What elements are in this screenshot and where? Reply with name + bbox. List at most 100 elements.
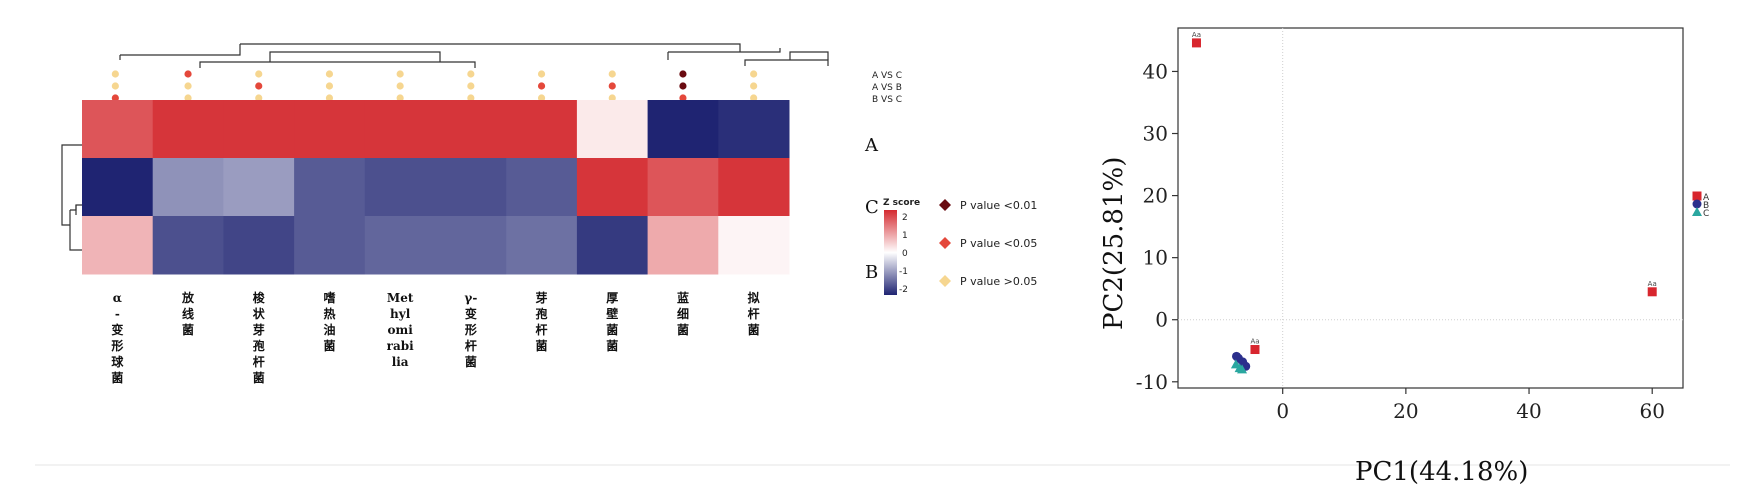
heatmap-cell [718,158,790,217]
column-label-line: 菌 [677,322,689,337]
y-tick-label: 10 [1143,246,1168,270]
scatter-legend: ABC [1692,191,1710,219]
column-label-line: 杆 [253,354,265,369]
column-label-line: 杆 [465,338,477,353]
column-label-line: 菌 [748,322,760,337]
significance-dot [396,70,404,78]
data-points: Aa Aa Aa [1191,31,1657,374]
column-label-line: Met [387,291,414,305]
significance-dot [467,94,475,102]
column-label-line: 变 [465,306,477,321]
column-label-line: 热 [323,306,335,321]
significance-dot [750,82,758,90]
comparison-label: A VS B [872,83,902,93]
y-tick-label: 40 [1143,59,1168,83]
heatmap-cell [718,216,790,275]
pvalue-lt005-icon [939,237,951,249]
pvalue-legend-label: P value <0.05 [960,237,1037,250]
significance-dot [396,94,404,102]
column-label: 蓝细菌 [677,290,689,337]
column-label-line: 细 [677,306,689,321]
heatmap-cell [152,216,224,275]
heatmap-cell [576,216,649,275]
column-label-line: 嗜 [323,290,335,305]
significance-dot [255,70,263,78]
data-point [1191,38,1201,48]
heatmap-cell [576,158,649,217]
significance-dot [750,94,758,102]
x-tick-label: 20 [1393,399,1418,423]
heatmap-cell [364,100,436,159]
data-point [1230,359,1241,369]
heatmap-cells [82,100,790,275]
pvalue-legend-label: P value >0.05 [960,275,1037,288]
heatmap-cell [294,158,366,217]
data-point [1692,199,1702,209]
column-label-line: γ- [464,291,477,305]
heatmap-cell [152,100,224,159]
pvalue-gt005-icon [939,275,951,287]
heatmap-cell [435,158,507,217]
significance-dot [184,82,192,90]
data-point [1250,345,1260,355]
column-label-line: 孢 [536,306,548,321]
heatmap-cell [647,100,719,159]
column-label-line: 形 [111,339,123,353]
x-tick-label: 0 [1276,399,1289,423]
significance-dot [467,82,475,90]
zscore-tick: -2 [899,285,908,295]
heatmap-cell [435,100,507,159]
significance-dot [750,70,758,78]
column-label-line: 菌 [465,354,477,369]
significance-dot [325,94,334,102]
significance-dot [255,82,263,90]
y-tick-label: 30 [1143,122,1168,146]
significance-dot [608,70,616,78]
pvalue-legend-label: P value <0.01 [960,199,1037,212]
significance-dot [679,70,687,78]
column-label-line: 状 [253,306,266,321]
axis-ticks: 0 20 40 60 -10 0 10 20 30 40 [1136,59,1665,423]
point-label: Aa [1192,31,1201,39]
column-label-line: 油 [323,322,335,337]
y-tick-label: 20 [1143,184,1168,208]
zscore-tick: 0 [902,249,908,259]
column-label-line: 菌 [182,322,194,337]
pvalue-lt001-icon [939,199,951,211]
significance-dot [325,70,334,78]
column-label-line: rabi [387,339,414,353]
heatmap-cell [223,100,295,159]
heatmap-cell [294,216,366,275]
zscore-title: Z score [883,198,920,208]
x-tick-label: 40 [1516,399,1541,423]
column-label-line: α [113,291,122,305]
column-label-line: 芽 [253,322,265,337]
heatmap-cell [435,216,507,275]
row-label-a: A [864,135,879,156]
comparison-label: A VS C [872,71,902,81]
data-point [1647,287,1657,297]
column-label-line: 菌 [606,322,618,337]
column-label-line: 芽 [536,290,548,305]
legend-entry: B [1703,201,1709,211]
significance-dot [325,82,334,90]
significance-dot [396,82,404,90]
significance-dot [537,70,546,78]
zscore-colorbar [884,210,897,295]
column-label-line: 菌 [323,338,335,353]
column-labels: α-变形球菌放线菌梭状芽孢杆菌嗜热油菌Methylomirabiliaγ-变形杆… [111,290,759,385]
column-label-line: 线 [182,306,194,321]
x-tick-label: 60 [1639,399,1664,423]
legend-entry: C [1703,209,1709,219]
significance-dot [184,70,192,78]
column-label-line: 变 [111,322,123,337]
data-point [1237,364,1248,374]
zero-lines [1178,28,1683,388]
heatmap-cell [294,100,366,159]
column-label-line: 梭 [253,290,266,305]
